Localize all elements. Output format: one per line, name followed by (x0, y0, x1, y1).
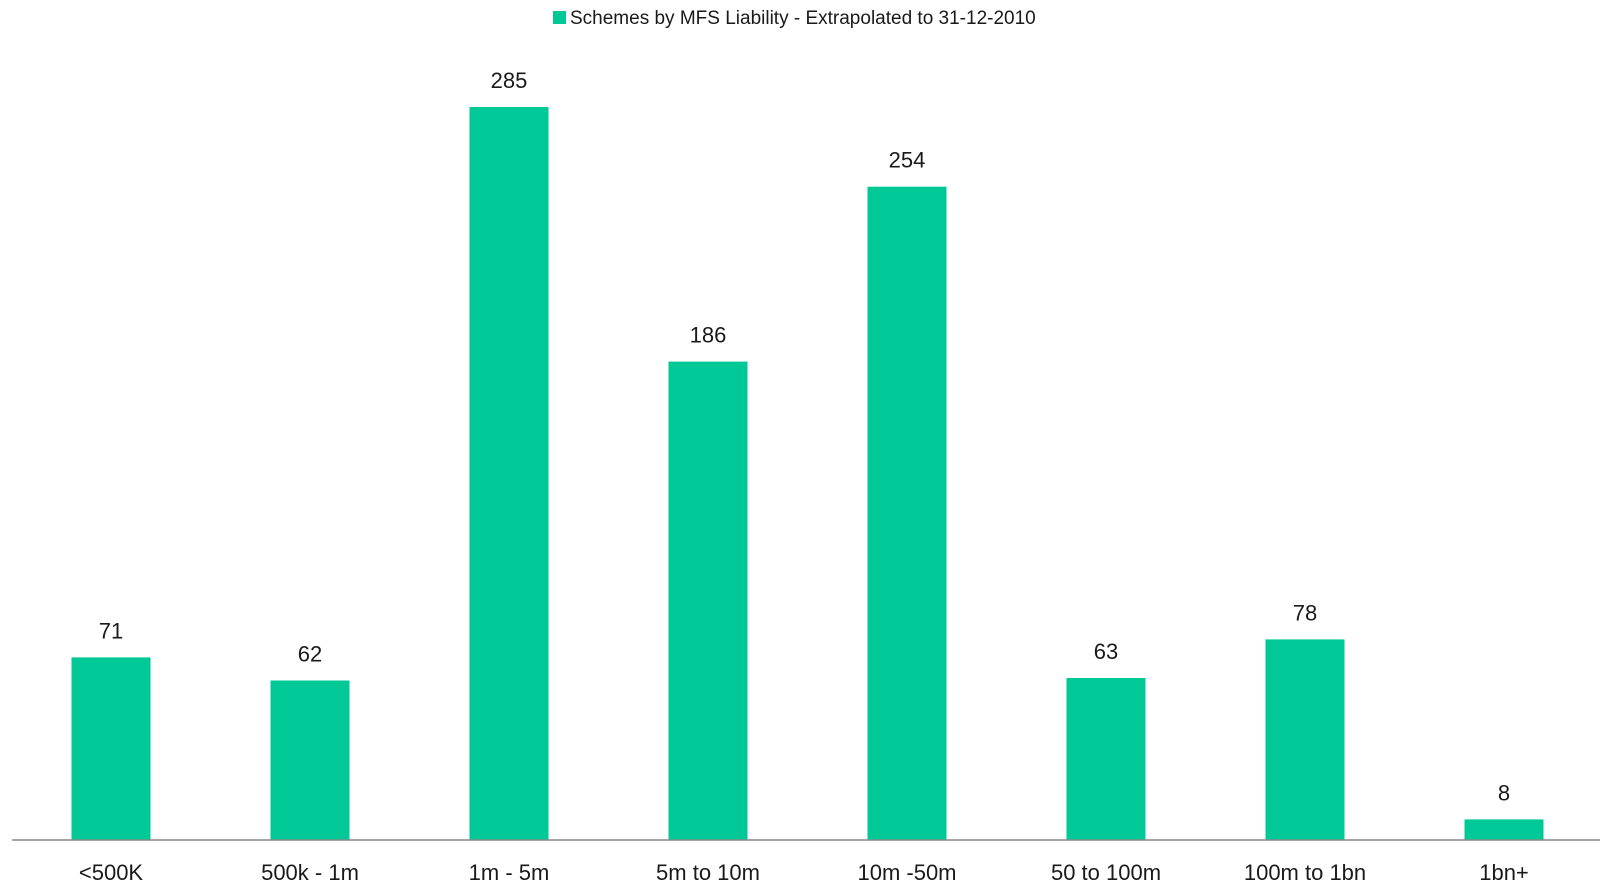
x-tick-label-2: 1m - 5m (469, 860, 550, 885)
data-label-1: 62 (298, 642, 322, 667)
legend: Schemes by MFS Liability - Extrapolated … (553, 8, 1036, 29)
data-label-7: 8 (1498, 780, 1510, 805)
x-tick-labels-group: <500K 500k - 1m 1m - 5m 5m to 10m 10m -50m 50… (79, 860, 1529, 885)
x-tick-label-4: 10m -50m (857, 860, 956, 885)
data-label-2: 285 (491, 68, 528, 93)
data-label-5: 63 (1094, 639, 1118, 664)
bars-group (71, 107, 1544, 840)
bar-2 (469, 107, 549, 840)
x-tick-label-7: 1bn+ (1479, 860, 1529, 885)
bar-4 (867, 186, 947, 840)
data-labels-group: 71 62 285 186 254 63 78 8 (99, 68, 1510, 805)
bar-1 (270, 680, 350, 840)
data-label-0: 71 (99, 618, 123, 643)
data-label-6: 78 (1293, 600, 1317, 625)
legend-label: Schemes by MFS Liability - Extrapolated … (570, 8, 1036, 29)
x-tick-label-6: 100m to 1bn (1244, 860, 1366, 885)
bar-5 (1066, 678, 1146, 840)
bar-7 (1464, 819, 1544, 840)
data-label-3: 186 (690, 323, 727, 348)
legend-swatch (553, 11, 566, 24)
x-tick-label-3: 5m to 10m (656, 860, 760, 885)
bar-3 (668, 361, 748, 840)
x-tick-label-5: 50 to 100m (1051, 860, 1161, 885)
bar-6 (1265, 639, 1345, 840)
x-tick-label-1: 500k - 1m (261, 860, 359, 885)
x-tick-label-0: <500K (79, 860, 144, 885)
data-label-4: 254 (889, 148, 926, 173)
bar-0 (71, 657, 151, 840)
